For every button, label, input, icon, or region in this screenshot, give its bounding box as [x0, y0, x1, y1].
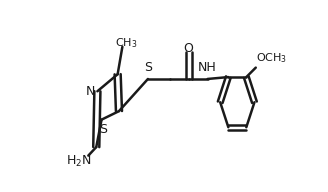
- Text: $\mathregular{H_2N}$: $\mathregular{H_2N}$: [66, 154, 92, 169]
- Text: $\mathregular{CH_3}$: $\mathregular{CH_3}$: [115, 36, 137, 50]
- Text: N: N: [86, 85, 95, 98]
- Text: $\mathregular{OCH_3}$: $\mathregular{OCH_3}$: [256, 51, 287, 65]
- Text: NH: NH: [198, 61, 217, 74]
- Text: S: S: [99, 123, 108, 136]
- Text: O: O: [184, 42, 194, 55]
- Text: S: S: [144, 61, 152, 74]
